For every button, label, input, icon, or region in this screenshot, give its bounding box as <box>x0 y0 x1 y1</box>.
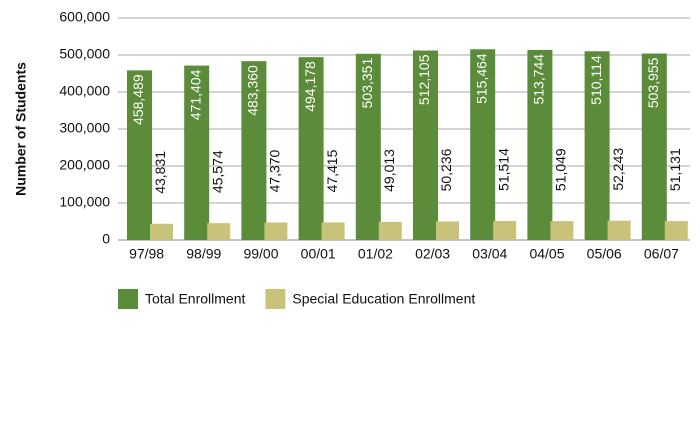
value-label: 513,744 <box>531 54 547 105</box>
bar <box>436 221 459 240</box>
value-label: 483,360 <box>245 65 261 116</box>
bar <box>378 221 402 240</box>
bar <box>241 61 267 240</box>
value-label: 47,370 <box>267 149 283 192</box>
y-tick-label: 100,000 <box>59 194 110 210</box>
value-label: 510,114 <box>588 55 604 105</box>
value-label: 45,574 <box>209 150 225 193</box>
x-tick-label: 03/04 <box>472 246 507 262</box>
y-tick-label: 400,000 <box>59 83 110 99</box>
value-label: 515,464 <box>473 53 489 104</box>
value-label: 503,955 <box>645 57 661 108</box>
value-label: 51,049 <box>553 148 569 191</box>
x-tick-label: 99/00 <box>243 246 278 262</box>
bar <box>413 50 438 240</box>
value-label: 43,831 <box>152 151 168 194</box>
y-tick-label: 200,000 <box>59 157 110 173</box>
value-label: 458,489 <box>130 74 146 125</box>
y-tick-label: 0 <box>102 231 110 247</box>
bar <box>470 49 496 240</box>
x-tick-label: 02/03 <box>415 246 450 262</box>
value-label: 471,404 <box>187 69 203 120</box>
bar <box>664 221 688 240</box>
x-tick-label: 04/05 <box>529 246 564 262</box>
bar <box>150 223 173 240</box>
y-tick-label: 300,000 <box>59 120 110 136</box>
legend-label: Special Education Enrollment <box>292 291 475 307</box>
x-tick-label: 98/99 <box>186 246 221 262</box>
value-label: 49,013 <box>381 149 397 192</box>
value-label: 494,178 <box>302 61 318 112</box>
legend-swatch <box>118 289 138 309</box>
value-label: 512,105 <box>416 54 432 105</box>
y-tick-label: 600,000 <box>59 9 110 25</box>
value-label: 503,351 <box>359 58 375 109</box>
bar <box>184 65 210 240</box>
value-label: 47,415 <box>324 149 340 192</box>
x-tick-label: 01/02 <box>358 246 393 262</box>
value-label: 50,236 <box>438 148 454 191</box>
bar <box>127 70 152 240</box>
bar <box>207 223 231 240</box>
x-tick-label: 05/06 <box>587 246 622 262</box>
value-label: 51,514 <box>495 148 511 191</box>
legend-swatch <box>265 289 286 309</box>
y-axis-label: Number of Students <box>13 62 29 196</box>
x-tick-label: 06/07 <box>644 246 679 262</box>
value-label: 51,131 <box>667 148 683 191</box>
bar <box>584 51 610 241</box>
bar <box>321 222 345 240</box>
value-label: 52,243 <box>610 148 626 191</box>
bar <box>264 222 288 240</box>
y-tick-label: 500,000 <box>59 46 110 62</box>
bar <box>493 220 517 240</box>
x-tick-label: 00/01 <box>301 246 336 262</box>
bar <box>607 220 631 240</box>
legend-label: Total Enrollment <box>145 291 245 307</box>
bar <box>355 53 381 240</box>
x-tick-label: 97/98 <box>129 246 164 262</box>
bar <box>641 53 667 240</box>
bar <box>298 57 324 240</box>
bar <box>527 49 553 240</box>
bar <box>550 221 574 240</box>
